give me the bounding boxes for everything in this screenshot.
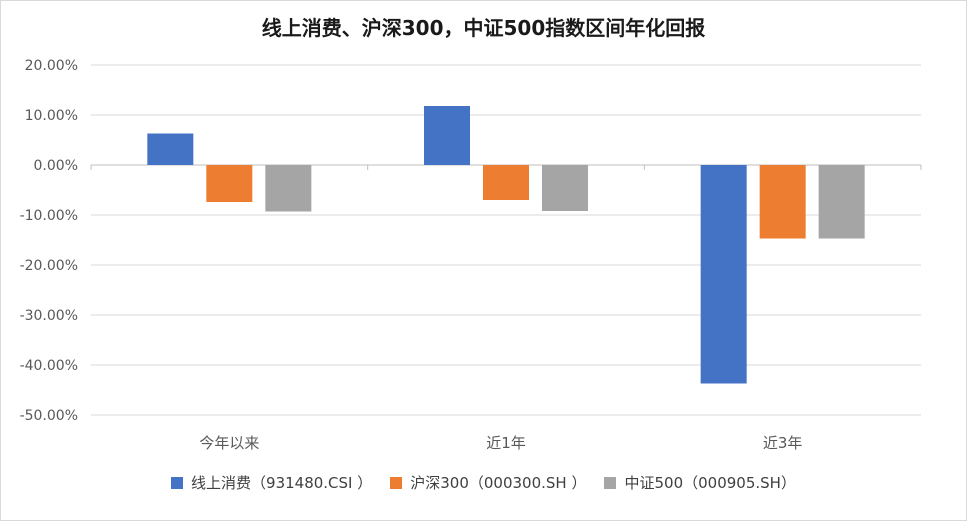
legend-item-series-3: 中证500（000905.SH） [604,472,796,493]
chart-title: 线上消费、沪深300，中证500指数区间年化回报 [261,16,706,40]
bar-chart: 20.00% 10.00% 0.00% -10.00% -20.00% -30.00% -4… [20,58,922,452]
legend-swatch-series-2 [390,476,403,489]
x-category-label: 今年以来 [199,434,259,452]
legend-swatch-series-1 [171,476,184,489]
bar-series-2-cat-3 [759,165,806,239]
legend-swatch-series-3 [604,476,617,489]
y-tick-label: -50.00% [20,408,78,424]
y-tick-label: 20.00% [25,58,78,74]
bar-series-3-cat-2 [542,165,588,211]
legend-label-series-3: 中证500（000905.SH） [624,474,796,492]
y-tick-label: -20.00% [20,258,78,274]
bar-series-2-cat-2 [483,165,529,200]
legend-label-series-1: 线上消费（931480.CSI ） [191,474,373,492]
y-tick-label: -30.00% [20,308,78,324]
legend: 线上消费（931480.CSI ） 沪深300（000300.SH ） 中证50… [0,472,967,493]
bar-series-2-cat-1 [206,165,253,202]
y-tick-label: 10.00% [25,108,78,124]
y-tick-label: -40.00% [20,358,78,374]
x-category-label: 近1年 [486,434,526,452]
legend-item-series-2: 沪深300（000300.SH ） [390,472,586,493]
x-category-label: 近3年 [763,434,803,452]
legend-item-series-1: 线上消费（931480.CSI ） [171,472,372,493]
legend-label-series-2: 沪深300（000300.SH ） [410,474,587,492]
bar-series-3-cat-3 [818,165,865,239]
bar-series-1-cat-2 [424,106,470,165]
bar-series-3-cat-1 [265,165,312,212]
bar-series-1-cat-3 [700,165,747,384]
y-tick-label: -10.00% [20,208,78,224]
bar-series-1-cat-1 [147,133,194,165]
y-tick-label: 0.00% [34,158,78,174]
